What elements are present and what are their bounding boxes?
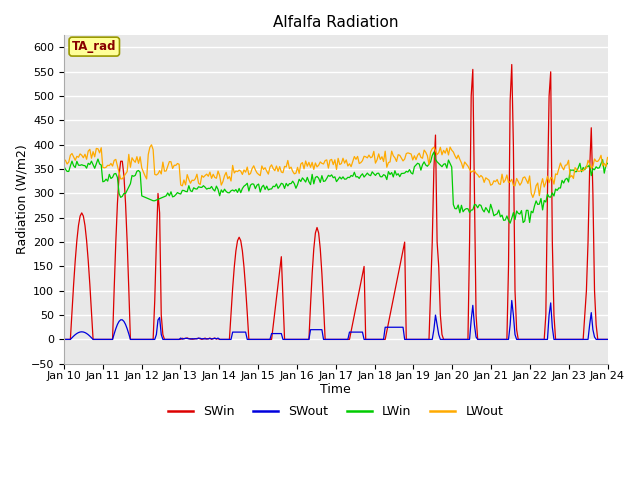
LWout bbox=[513, 176, 520, 181]
SWout bbox=[365, 336, 372, 342]
SWout bbox=[222, 336, 230, 342]
Title: Alfalfa Radiation: Alfalfa Radiation bbox=[273, 15, 399, 30]
LWin bbox=[67, 163, 74, 169]
LWin bbox=[222, 189, 230, 194]
Legend: SWin, SWout, LWin, LWout: SWin, SWout, LWin, LWout bbox=[163, 400, 508, 423]
SWout bbox=[505, 336, 513, 342]
SWin bbox=[604, 336, 611, 342]
LWout bbox=[67, 152, 74, 158]
Line: LWout: LWout bbox=[64, 145, 607, 197]
LWout bbox=[224, 176, 232, 181]
Line: SWout: SWout bbox=[64, 300, 607, 339]
Line: LWin: LWin bbox=[64, 152, 607, 223]
LWin bbox=[515, 211, 522, 216]
SWout bbox=[604, 336, 611, 342]
SWout bbox=[508, 298, 516, 303]
Y-axis label: Radiation (W/m2): Radiation (W/m2) bbox=[15, 144, 28, 254]
LWout bbox=[529, 194, 537, 200]
LWin bbox=[508, 216, 516, 221]
Text: TA_rad: TA_rad bbox=[72, 40, 116, 53]
LWin bbox=[60, 163, 68, 169]
SWin bbox=[505, 264, 513, 269]
LWout bbox=[506, 179, 514, 185]
SWout bbox=[60, 336, 68, 342]
LWout bbox=[60, 156, 68, 162]
SWout bbox=[67, 336, 74, 342]
SWout bbox=[180, 336, 188, 342]
Line: SWin: SWin bbox=[64, 64, 607, 339]
SWout bbox=[513, 336, 520, 342]
SWin bbox=[365, 336, 372, 342]
SWin bbox=[180, 336, 188, 342]
SWin bbox=[222, 336, 230, 342]
SWin bbox=[67, 336, 74, 342]
SWin bbox=[513, 327, 520, 333]
LWin bbox=[604, 160, 611, 166]
LWout bbox=[367, 155, 374, 161]
LWin bbox=[506, 220, 514, 226]
LWout bbox=[182, 182, 189, 188]
LWin bbox=[430, 149, 438, 155]
LWout bbox=[604, 155, 611, 160]
SWin bbox=[60, 336, 68, 342]
LWin bbox=[180, 188, 188, 193]
LWin bbox=[365, 172, 372, 178]
SWin bbox=[508, 61, 516, 67]
LWout bbox=[148, 142, 156, 148]
X-axis label: Time: Time bbox=[320, 383, 351, 396]
